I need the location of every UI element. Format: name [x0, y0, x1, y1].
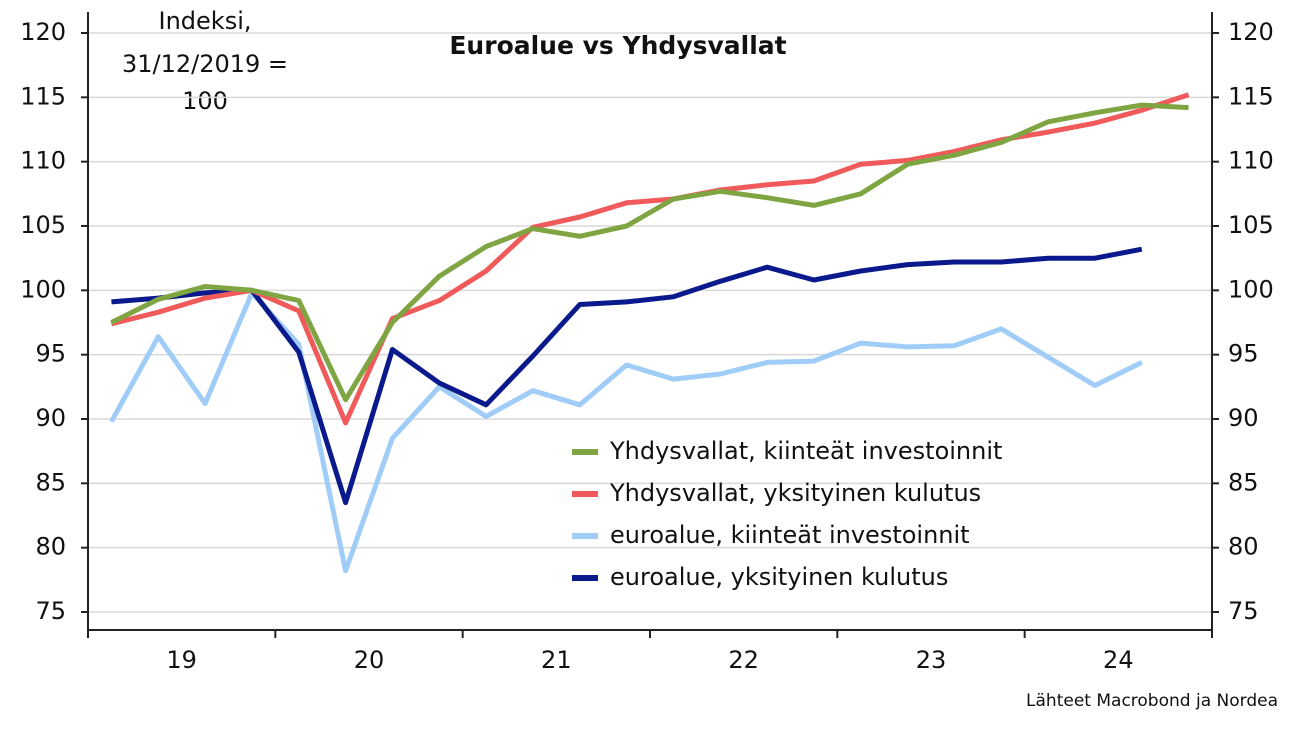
annotation: Indeksi, [159, 7, 252, 35]
legend-label: euroalue, kiinteät investoinnit [610, 521, 970, 549]
y-tick-label: 120 [20, 18, 66, 46]
y-tick-label: 105 [20, 211, 66, 239]
x-tick-label: 23 [916, 646, 947, 674]
y2-tick-label: 75 [1228, 597, 1259, 625]
y-tick-label: 110 [20, 147, 66, 175]
y2-tick-label: 95 [1228, 340, 1259, 368]
x-tick-label: 24 [1103, 646, 1134, 674]
series-line [111, 246, 1143, 506]
legend-label: Yhdysvallat, kiinteät investoinnit [609, 437, 1002, 465]
y-tick-label: 80 [35, 533, 66, 561]
x-tick-label: 21 [541, 646, 572, 674]
y-tick-label: 90 [35, 404, 66, 432]
y2-tick-label: 105 [1228, 211, 1274, 239]
y2-tick-label: 85 [1228, 468, 1259, 496]
legend-label: euroalue, yksityinen kulutus [610, 563, 948, 591]
y-tick-label: 85 [35, 468, 66, 496]
legend-label: Yhdysvallat, yksityinen kulutus [609, 479, 981, 507]
annotation: 100 [182, 87, 228, 115]
y-tick-label: 95 [35, 340, 66, 368]
series-line [110, 102, 1189, 403]
source: Lähteet Macrobond ja Nordea [1026, 691, 1278, 711]
y2-tick-label: 90 [1228, 404, 1259, 432]
y2-tick-label: 120 [1228, 18, 1274, 46]
x-tick-label: 19 [166, 646, 197, 674]
x-tick-label: 20 [354, 646, 385, 674]
y2-tick-label: 100 [1228, 275, 1274, 303]
y-tick-label: 100 [20, 275, 66, 303]
annotation: 31/12/2019 = [122, 50, 288, 78]
y2-tick-label: 110 [1228, 147, 1274, 175]
chart-title: Euroalue vs Yhdysvallat [449, 31, 786, 60]
y2-tick-label: 115 [1228, 82, 1274, 110]
x-tick-label: 22 [728, 646, 759, 674]
series-line [109, 290, 1143, 574]
y2-tick-label: 80 [1228, 533, 1259, 561]
y-tick-label: 75 [35, 597, 66, 625]
y-tick-label: 115 [20, 82, 66, 110]
